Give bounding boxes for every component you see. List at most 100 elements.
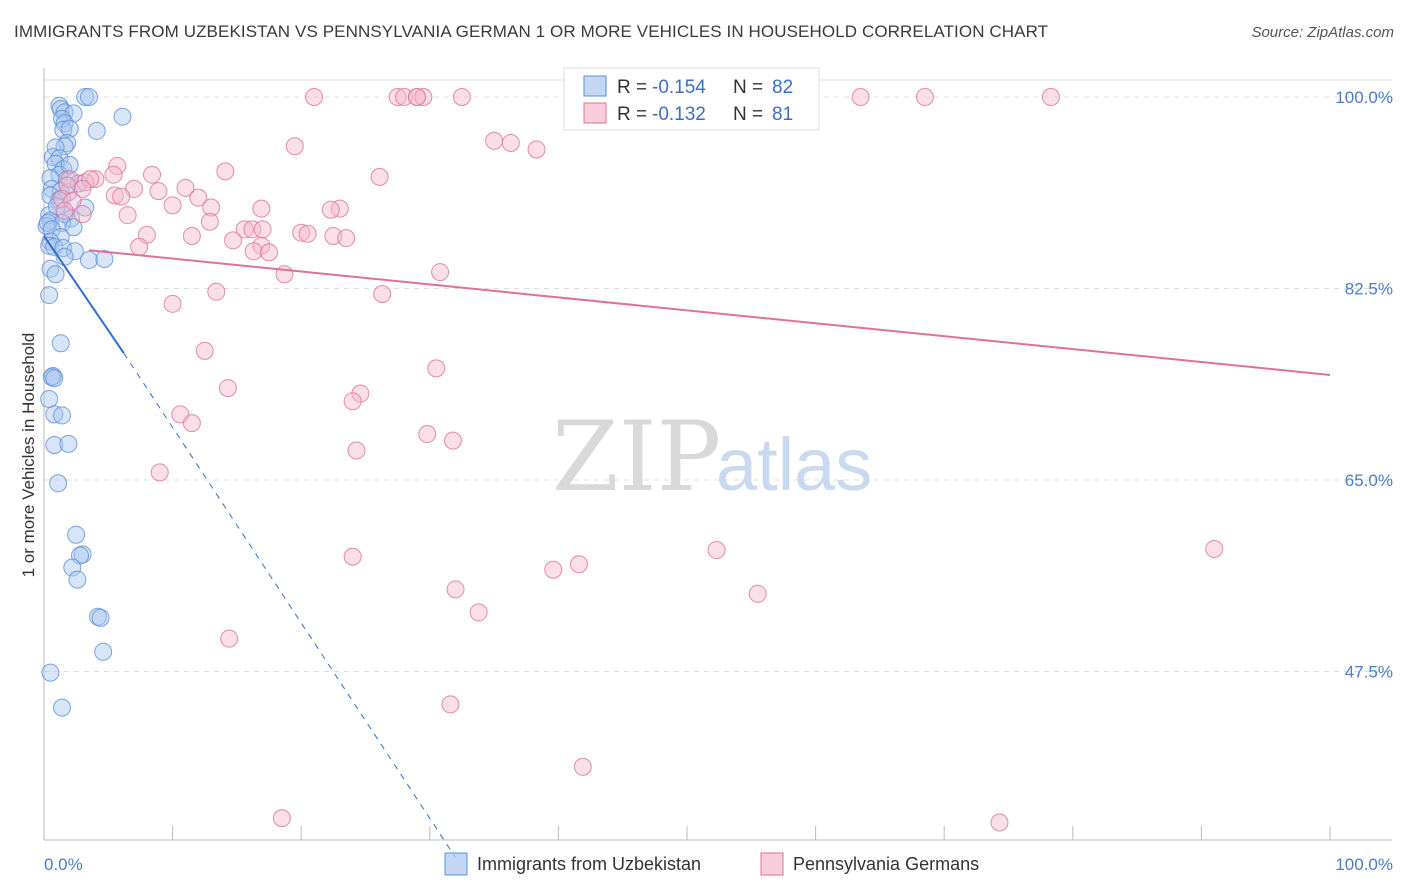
uzbekistan-point <box>45 369 64 388</box>
chart-source: Source: ZipAtlas.com <box>1251 24 1394 41</box>
legend-n-label-1: N = <box>733 77 763 98</box>
watermark-zip: ZIP <box>552 401 721 513</box>
uzbekistan-point <box>45 405 64 424</box>
pennsylvania-point <box>118 206 137 225</box>
legend-r-label-1: R = <box>617 77 647 98</box>
pennsylvania-point <box>915 88 934 106</box>
uzbekistan-point <box>94 642 113 661</box>
pennsylvania-point <box>176 178 195 197</box>
pennsylvania-point <box>1041 88 1060 106</box>
legend-n-value-1: 82 <box>772 77 793 98</box>
legend-r-value-1: -0.154 <box>652 77 706 98</box>
uzbekistan-point <box>60 119 79 138</box>
uzbekistan-point <box>40 286 59 305</box>
pennsylvania-point <box>195 341 214 360</box>
pennsylvania-point <box>395 88 414 106</box>
uzbekistan-point <box>55 114 74 133</box>
uzbekistan-point <box>45 435 64 454</box>
pennsylvania-point <box>243 220 262 239</box>
y-tick-label: 82.5% <box>1345 280 1393 299</box>
pennsylvania-point <box>143 165 162 184</box>
pennsylvania-point <box>1205 539 1224 558</box>
pennsylvania-point <box>104 165 123 184</box>
pennsylvania-point <box>573 757 592 776</box>
pennsylvania-point <box>252 199 271 218</box>
pennsylvania-point <box>414 88 433 106</box>
uzbekistan-point <box>40 390 59 409</box>
uzbekistan-trend-line-extension <box>123 352 456 858</box>
uzbekistan-point <box>58 133 77 152</box>
uzbekistan-point <box>67 525 86 544</box>
pennsylvania-point <box>373 284 392 303</box>
pennsylvania-point <box>73 205 92 224</box>
pennsylvania-point <box>347 441 366 460</box>
pennsylvania-point <box>388 88 407 106</box>
y-tick-label: 47.5% <box>1345 663 1393 682</box>
uzbekistan-point <box>60 155 79 174</box>
pennsylvania-point <box>272 809 291 828</box>
pennsylvania-point <box>189 188 208 207</box>
grid-layer <box>44 79 1392 672</box>
pennsylvania-point <box>130 237 149 256</box>
pennsylvania-point <box>260 243 279 262</box>
pennsylvania-point <box>292 223 311 242</box>
pennsylvania-point <box>351 384 370 403</box>
inset-legend: R = -0.154 N = 82 R = -0.132 N = 81 <box>563 67 820 131</box>
pennsylvania-point <box>748 584 767 603</box>
legend-swatch-blue <box>583 75 607 97</box>
legend-n-value-2: 81 <box>772 104 793 125</box>
pennsylvania-point <box>108 156 127 175</box>
uzbekistan-point <box>65 242 84 261</box>
uzbekistan-point <box>41 259 60 278</box>
pennsylvania-point <box>452 88 471 106</box>
pennsylvania-point <box>569 555 588 574</box>
y-tick-label: 65.0% <box>1345 471 1393 490</box>
axes-layer: 47.5% 65.0% 82.5% 100.0% 0.0% 100.0% <box>43 68 1393 874</box>
pennsylvania-point <box>441 695 460 714</box>
uzbekistan-point <box>41 663 60 682</box>
pennsylvania-point <box>202 198 221 217</box>
pennsylvania-point <box>105 186 124 205</box>
x-tick-label: 100.0% <box>1335 855 1393 874</box>
uzbekistan-point <box>113 107 132 126</box>
pennsylvania-point <box>321 200 340 219</box>
uzbekistan-point <box>80 251 99 270</box>
legend-r-value-2: -0.132 <box>652 104 706 125</box>
pennsylvania-point <box>200 212 219 231</box>
uzbekistan-point <box>53 698 72 717</box>
pennsylvania-point <box>285 137 304 156</box>
uzbekistan-point <box>49 474 68 493</box>
pennsylvania-point <box>431 263 450 282</box>
pennsylvania-point <box>501 133 520 152</box>
pennsylvania-point <box>253 220 272 239</box>
pennsylvania-point <box>244 242 263 261</box>
uzbekistan-point <box>41 186 60 205</box>
uzbekistan-point <box>53 406 72 425</box>
uzbekistan-point <box>63 558 82 577</box>
uzbekistan-point <box>51 334 70 353</box>
uzbekistan-point <box>64 218 83 237</box>
pennsylvania-point <box>218 379 237 398</box>
watermark-atlas: atlas <box>716 423 872 506</box>
pennsylvania-point <box>149 182 168 201</box>
points-layer <box>37 88 1224 832</box>
pennsylvania-point <box>527 140 546 159</box>
uzbekistan-point <box>53 213 72 232</box>
pennsylvania-point <box>418 425 437 444</box>
bottom-legend-swatch-pink <box>760 852 784 876</box>
bottom-legend: Immigrants from Uzbekistan Pennsylvania … <box>444 852 979 876</box>
pennsylvania-point <box>63 191 82 210</box>
pennsylvania-point <box>330 199 349 218</box>
pennsylvania-point <box>427 359 446 378</box>
pennsylvania-point <box>990 813 1009 832</box>
uzbekistan-point <box>64 104 83 123</box>
watermark: ZIP atlas <box>552 401 872 513</box>
legend-swatch-pink <box>583 102 607 124</box>
pennsylvania-point <box>182 414 201 433</box>
uzbekistan-point <box>91 608 110 627</box>
uzbekistan-point <box>46 265 65 284</box>
pennsylvania-trend-line <box>88 249 1331 376</box>
pennsylvania-point <box>235 220 254 239</box>
pennsylvania-point <box>86 170 105 189</box>
uzbekistan-point <box>87 121 106 140</box>
